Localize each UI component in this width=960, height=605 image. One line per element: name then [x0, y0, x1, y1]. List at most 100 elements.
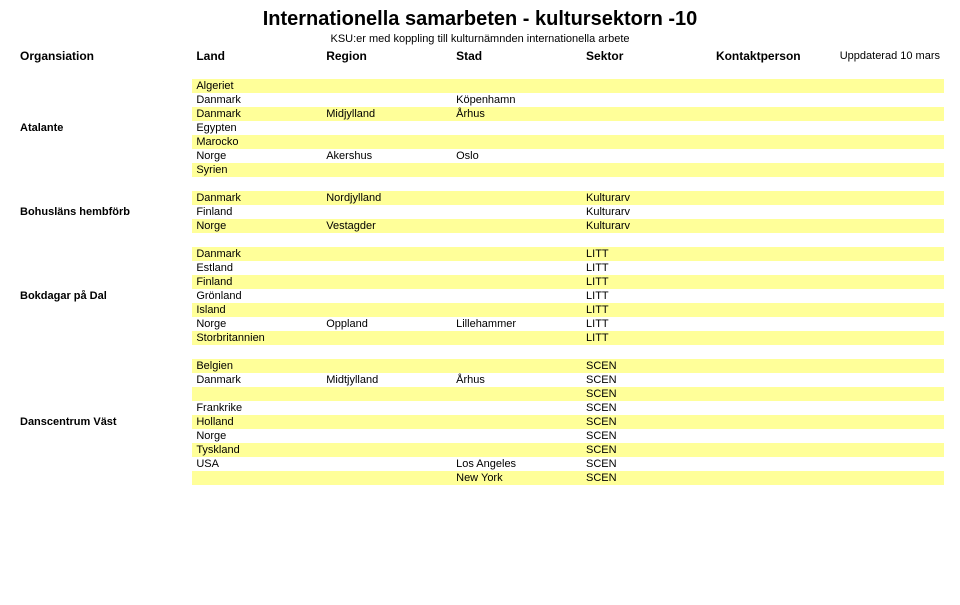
cell-sektor: LITT — [582, 289, 712, 303]
cell-kontakt — [712, 331, 944, 345]
cell-sektor — [582, 163, 712, 177]
cell-land: Tyskland — [192, 443, 322, 457]
cell-sektor — [582, 121, 712, 135]
cell-region: Oppland — [322, 317, 452, 331]
cell-land — [192, 471, 322, 485]
cell-stad — [452, 121, 582, 135]
cell-kontakt — [712, 247, 944, 261]
cell-land: Danmark — [192, 93, 322, 107]
cell-sektor: LITT — [582, 261, 712, 275]
cell-sektor — [582, 149, 712, 163]
cell-land: Syrien — [192, 163, 322, 177]
cell-sektor: LITT — [582, 247, 712, 261]
cell-region: Midjylland — [322, 107, 452, 121]
cell-region — [322, 247, 452, 261]
cell-stad — [452, 359, 582, 373]
cell-stad — [452, 401, 582, 415]
cell-region — [322, 401, 452, 415]
cell-land: Estland — [192, 261, 322, 275]
cell-land: Norge — [192, 219, 322, 233]
cell-stad — [452, 191, 582, 205]
cell-land: Finland — [192, 275, 322, 289]
cell-land: Danmark — [192, 107, 322, 121]
cell-kontakt — [712, 135, 944, 149]
cell-kontakt — [712, 429, 944, 443]
cell-region — [322, 79, 452, 93]
cell-region — [322, 303, 452, 317]
cell-land: Danmark — [192, 247, 322, 261]
cell-stad — [452, 163, 582, 177]
cell-region — [322, 261, 452, 275]
cell-kontakt — [712, 79, 944, 93]
cell-stad — [452, 247, 582, 261]
cell-kontakt — [712, 373, 944, 387]
cell-stad — [452, 303, 582, 317]
cell-kontakt — [712, 93, 944, 107]
org-label: Danscentrum Väst — [16, 359, 192, 485]
cell-sektor: SCEN — [582, 415, 712, 429]
cell-land: Algeriet — [192, 79, 322, 93]
cell-land: Egypten — [192, 121, 322, 135]
cell-sektor: SCEN — [582, 373, 712, 387]
cell-kontakt — [712, 415, 944, 429]
cell-region — [322, 429, 452, 443]
cell-sektor: LITT — [582, 303, 712, 317]
cell-region — [322, 289, 452, 303]
cell-stad — [452, 135, 582, 149]
org-label: Bohusläns hembförb — [16, 191, 192, 233]
cell-stad — [452, 443, 582, 457]
col-header-org: Organsiation — [16, 47, 192, 65]
org-label: Atalante — [16, 79, 192, 177]
cell-sektor — [582, 93, 712, 107]
cell-sektor — [582, 79, 712, 93]
cell-sektor: SCEN — [582, 429, 712, 443]
cell-sektor: SCEN — [582, 359, 712, 373]
cell-land: Island — [192, 303, 322, 317]
cell-stad: Oslo — [452, 149, 582, 163]
table-row: AtalanteAlgeriet — [16, 79, 944, 93]
cell-sektor: LITT — [582, 275, 712, 289]
cell-stad — [452, 289, 582, 303]
col-header-sektor: Sektor — [582, 47, 712, 65]
cell-kontakt — [712, 289, 944, 303]
cell-kontakt — [712, 359, 944, 373]
cell-kontakt — [712, 303, 944, 317]
cell-region — [322, 457, 452, 471]
cell-land: Marocko — [192, 135, 322, 149]
cell-region: Midtjylland — [322, 373, 452, 387]
cell-sektor: SCEN — [582, 401, 712, 415]
col-header-region: Region — [322, 47, 452, 65]
cell-stad — [452, 261, 582, 275]
cell-land: USA — [192, 457, 322, 471]
cell-sektor: Kulturarv — [582, 205, 712, 219]
cell-region: Akershus — [322, 149, 452, 163]
cell-sektor: Kulturarv — [582, 191, 712, 205]
col-header-land: Land — [192, 47, 322, 65]
cell-stad — [452, 387, 582, 401]
cell-land: Norge — [192, 429, 322, 443]
cell-kontakt — [712, 317, 944, 331]
cell-region — [322, 275, 452, 289]
cell-stad — [452, 331, 582, 345]
cell-land: Grönland — [192, 289, 322, 303]
cell-stad: Los Angeles — [452, 457, 582, 471]
cell-kontakt — [712, 149, 944, 163]
cell-kontakt — [712, 191, 944, 205]
cell-stad — [452, 275, 582, 289]
page-title: Internationella samarbeten - kultursekto… — [16, 8, 944, 31]
cell-region: Nordjylland — [322, 191, 452, 205]
cell-region — [322, 443, 452, 457]
cell-stad: Köpenhamn — [452, 93, 582, 107]
cell-stad — [452, 219, 582, 233]
cell-sektor: SCEN — [582, 387, 712, 401]
page-subtitle: KSU:er med koppling till kulturnämnden i… — [16, 33, 944, 45]
cell-region — [322, 205, 452, 219]
cell-land: Holland — [192, 415, 322, 429]
cell-stad: Århus — [452, 107, 582, 121]
cell-stad — [452, 205, 582, 219]
cell-kontakt — [712, 457, 944, 471]
cell-stad: Lillehammer — [452, 317, 582, 331]
cell-land: Finland — [192, 205, 322, 219]
table-row: Bokdagar på DalDanmarkLITT — [16, 247, 944, 261]
cell-stad: New York — [452, 471, 582, 485]
